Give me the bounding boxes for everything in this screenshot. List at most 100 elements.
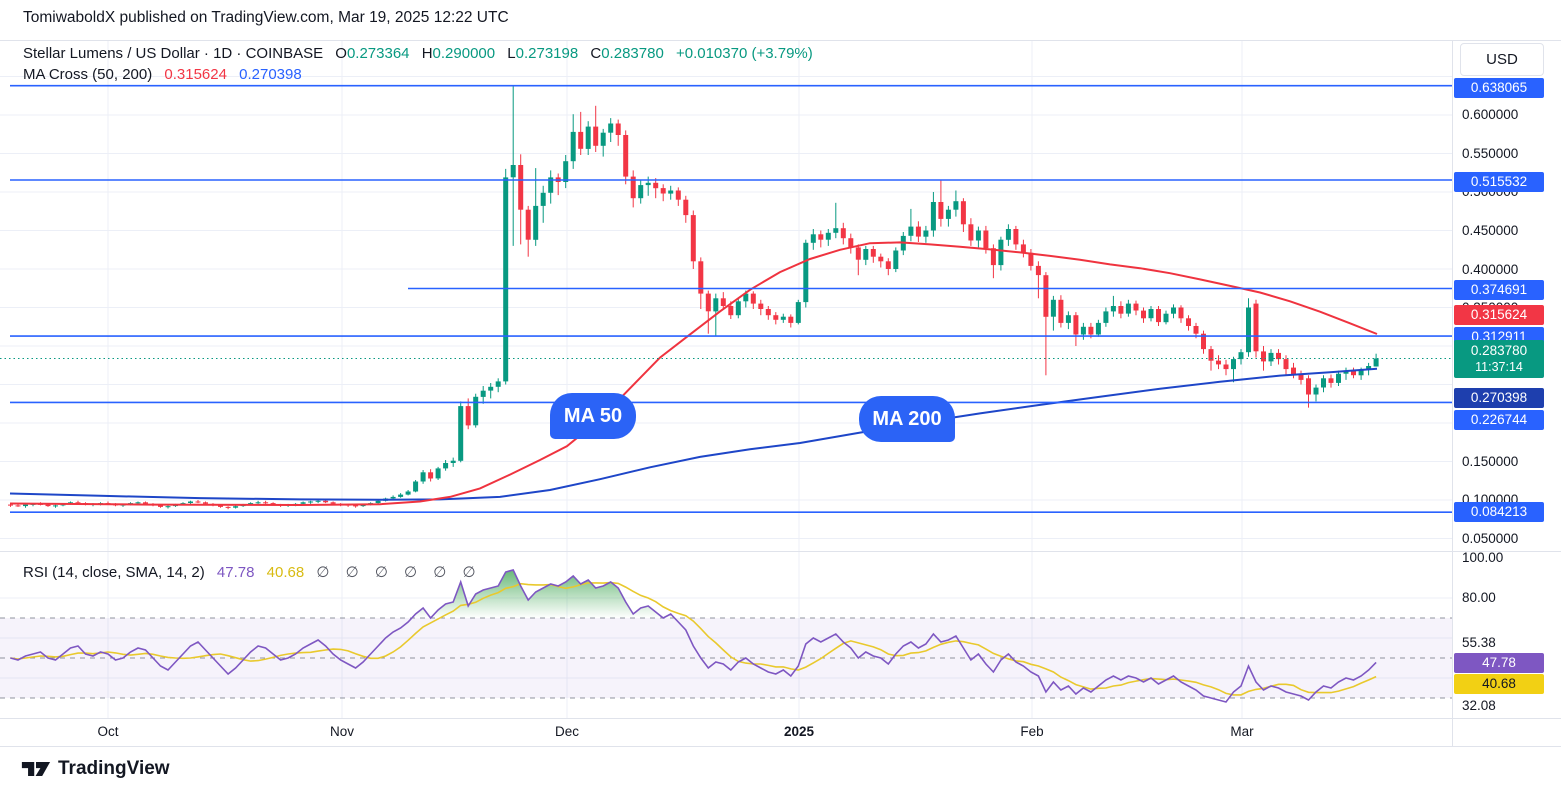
candle-body (660, 188, 666, 194)
price-badge-ray-level: 0.638065 (1454, 78, 1544, 98)
candle-body (1298, 374, 1304, 380)
candle-body (75, 502, 81, 504)
candle-body (270, 503, 276, 505)
tradingview-footer[interactable]: TradingView (21, 756, 170, 782)
candle-body (983, 230, 989, 249)
candle-body (915, 226, 921, 237)
candle-body (1118, 306, 1124, 314)
candle-body (1013, 229, 1019, 245)
open-label: O (335, 45, 347, 62)
ma200-current-value: 0.270398 (239, 66, 302, 83)
badge-price: 0.084213 (1470, 504, 1528, 519)
candle-body (683, 199, 689, 216)
candle-body (735, 301, 741, 316)
rsi-label[interactable]: RSI (14, close, SMA, 14, 2) (23, 564, 205, 581)
candle-body (698, 261, 704, 294)
candle-body (435, 468, 441, 479)
candle-body (375, 500, 381, 504)
tradingview-logo-icon (21, 761, 51, 777)
header-divider (0, 40, 1561, 41)
candle-body (758, 303, 764, 309)
candle-body (53, 505, 58, 507)
ma200-pill-text: MA 200 (872, 407, 942, 430)
candle-body (390, 496, 396, 499)
candle-body (1373, 358, 1379, 367)
ma200-pill-label[interactable]: MA 200 (859, 396, 955, 442)
candle-body (1058, 299, 1064, 323)
price-badge-ray-level: 0.226744 (1454, 410, 1544, 430)
candle-body (855, 247, 861, 260)
ma50-pill-text: MA 50 (563, 404, 623, 427)
candle-body (1141, 310, 1146, 319)
candle-body (750, 293, 756, 304)
price-badge-ray-level: 0.515532 (1454, 172, 1544, 192)
candle-body (165, 506, 171, 508)
candle-body (878, 256, 884, 262)
candle-body (248, 503, 254, 505)
rsi-value-badge: 47.78 (1454, 653, 1544, 673)
candle-body (135, 502, 141, 504)
badge-price: 0.374691 (1470, 282, 1528, 297)
badge-price: 0.638065 (1470, 80, 1528, 95)
candle-body (540, 192, 546, 206)
candle-body (1043, 275, 1049, 317)
price-tick-label: 0.600000 (1462, 107, 1519, 122)
currency-toggle-button[interactable]: USD (1460, 43, 1544, 76)
badge-price: 0.226744 (1470, 412, 1528, 427)
time-label-Dec: Dec (554, 724, 580, 739)
candle-body (1095, 322, 1101, 335)
ma200-line (9, 367, 1378, 501)
candle-body (1035, 265, 1041, 276)
candle-body (158, 505, 163, 507)
candle-body (990, 248, 996, 266)
badge-countdown: 11:37:14 (1475, 360, 1523, 374)
ma-cross-legend: MA Cross (50, 200) 0.315624 0.270398 (23, 66, 302, 83)
candle-body (1020, 244, 1026, 253)
rsi-legend: RSI (14, close, SMA, 14, 2) 47.78 40.68 … (23, 563, 482, 581)
candle-body (480, 390, 486, 397)
candle-body (1028, 252, 1034, 266)
candle-body (1231, 359, 1236, 370)
candle-body (420, 472, 426, 482)
candle-body (1163, 313, 1169, 323)
candle-body (675, 190, 681, 200)
ma50-current-value: 0.315624 (164, 66, 227, 83)
candle-body (975, 230, 981, 241)
candle-body (608, 123, 614, 133)
candle-body (960, 201, 966, 225)
candle-body (563, 161, 569, 182)
tradingview-brand-text: TradingView (58, 758, 170, 779)
candle-body (465, 406, 471, 426)
rsi-tick-label: 32.08 (1462, 698, 1496, 713)
candle-body (1208, 349, 1214, 361)
candle-body (413, 481, 419, 492)
symbol-title[interactable]: Stellar Lumens / US Dollar · 1D · COINBA… (23, 45, 324, 62)
candle-body (938, 202, 944, 219)
pane-divider[interactable] (0, 551, 1561, 552)
price-badge-last-price: 0.283780 11:37:14 (1454, 340, 1544, 378)
candle-body (885, 261, 891, 269)
price-tick-label: 0.450000 (1462, 223, 1519, 238)
rsi-current-value: 47.78 (216, 564, 255, 581)
candle-body (1283, 359, 1289, 370)
candle-body (1313, 387, 1319, 395)
change-value: +0.010370 (+3.79%) (675, 45, 813, 62)
candle-body (488, 386, 494, 391)
candle-body (143, 502, 148, 504)
candle-body (810, 234, 816, 243)
rsi-line (10, 569, 1377, 703)
attribution-text: TomiwaboldX published on TradingView.com… (23, 9, 509, 26)
ma50-pill-label[interactable]: MA 50 (550, 393, 636, 439)
time-label-Mar: Mar (1230, 724, 1254, 739)
candle-body (255, 502, 261, 504)
rsi-tick-label: 80.00 (1462, 590, 1496, 605)
price-badge-ray-level: 0.374691 (1454, 280, 1544, 300)
candle-body (705, 293, 711, 312)
ma-cross-label[interactable]: MA Cross (50, 200) (23, 66, 153, 83)
candle-body (945, 209, 951, 219)
close-value: 0.283780 (601, 45, 664, 62)
candle-body (840, 228, 846, 239)
time-label-Feb: Feb (1020, 724, 1044, 739)
candle-body (510, 165, 516, 178)
